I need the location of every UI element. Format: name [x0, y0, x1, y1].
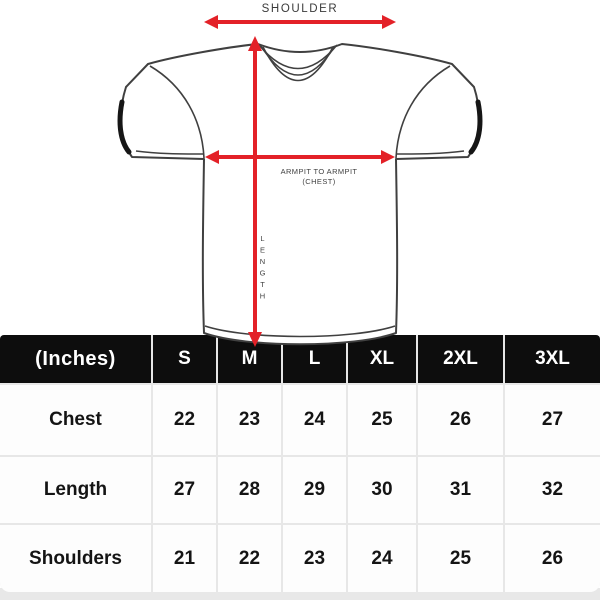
shoulders-value-2xl: 25 [418, 525, 503, 592]
shoulders-value-l: 23 [283, 525, 346, 592]
chest-value-2xl: 26 [418, 385, 503, 455]
row-label-shoulders: Shoulders [0, 525, 151, 592]
table-header-size-xl: XL [348, 335, 416, 383]
table-header-size-s: S [153, 335, 216, 383]
chest-arrow [205, 150, 395, 164]
length-label: LENGTH [258, 234, 267, 303]
table-header-size-2xl: 2XL [418, 335, 503, 383]
table-header-size-3xl: 3XL [505, 335, 600, 383]
shoulders-value-xl: 24 [348, 525, 416, 592]
shoulders-value-m: 22 [218, 525, 281, 592]
table-header-size-l: L [283, 335, 346, 383]
table-header-size-m: M [218, 335, 281, 383]
length-value-2xl: 31 [418, 457, 503, 523]
collar-rib-2 [260, 45, 336, 76]
left-sleeve-shading [117, 99, 132, 155]
right-sleeve-shading [468, 99, 483, 155]
shoulder-label: SHOULDER [261, 3, 339, 15]
length-value-m: 28 [218, 457, 281, 523]
table-header-inches: (Inches) [0, 335, 151, 383]
chest-value-m: 23 [218, 385, 281, 455]
collar-rib-1 [258, 44, 338, 70]
tshirt-outline [119, 43, 481, 346]
shoulders-value-3xl: 26 [505, 525, 600, 592]
chest-value-s: 22 [153, 385, 216, 455]
length-value-xl: 30 [348, 457, 416, 523]
left-cuff-line [135, 150, 204, 155]
collar-rib-3 [262, 46, 334, 82]
length-value-3xl: 32 [505, 457, 600, 523]
armpit-label-line1: ARMPIT TO ARMPIT [280, 167, 358, 176]
row-label-length: Length [0, 457, 151, 523]
chest-value-l: 24 [283, 385, 346, 455]
chest-value-3xl: 27 [505, 385, 600, 455]
shoulder-arrow [204, 15, 396, 29]
length-value-s: 27 [153, 457, 216, 523]
left-armhole-seam [149, 65, 205, 159]
chest-value-xl: 25 [348, 385, 416, 455]
length-value-l: 29 [283, 457, 346, 523]
armpit-chest-label: ARMPIT TO ARMPIT (CHEST) [249, 167, 389, 186]
right-armhole-seam [395, 65, 451, 159]
row-label-chest: Chest [0, 385, 151, 455]
armpit-label-line2: (CHEST) [302, 176, 336, 186]
shoulders-value-s: 21 [153, 525, 216, 592]
right-cuff-line [396, 150, 465, 155]
size-table: (Inches) S M L XL 2XL 3XL Chest 22 23 24… [0, 335, 600, 592]
